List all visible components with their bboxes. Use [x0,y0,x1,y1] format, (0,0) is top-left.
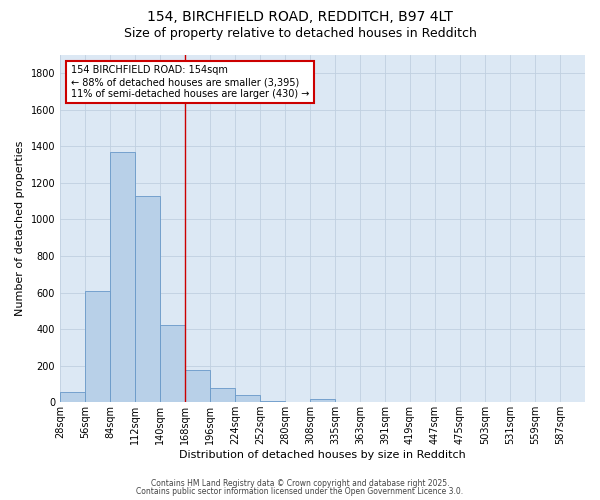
Bar [310,398,335,402]
Bar [185,370,210,402]
Text: 154 BIRCHFIELD ROAD: 154sqm
← 88% of detached houses are smaller (3,395)
11% of : 154 BIRCHFIELD ROAD: 154sqm ← 88% of det… [71,66,309,98]
Text: Contains HM Land Registry data © Crown copyright and database right 2025.: Contains HM Land Registry data © Crown c… [151,478,449,488]
Y-axis label: Number of detached properties: Number of detached properties [15,141,25,316]
X-axis label: Distribution of detached houses by size in Redditch: Distribution of detached houses by size … [179,450,466,460]
Text: 154, BIRCHFIELD ROAD, REDDITCH, B97 4LT: 154, BIRCHFIELD ROAD, REDDITCH, B97 4LT [147,10,453,24]
Bar [235,395,260,402]
Text: Size of property relative to detached houses in Redditch: Size of property relative to detached ho… [124,28,476,40]
Bar [210,388,235,402]
Bar [85,290,110,402]
Bar [110,152,135,402]
Bar [160,324,185,402]
Bar [60,392,85,402]
Bar [135,196,160,402]
Text: Contains public sector information licensed under the Open Government Licence 3.: Contains public sector information licen… [136,487,464,496]
